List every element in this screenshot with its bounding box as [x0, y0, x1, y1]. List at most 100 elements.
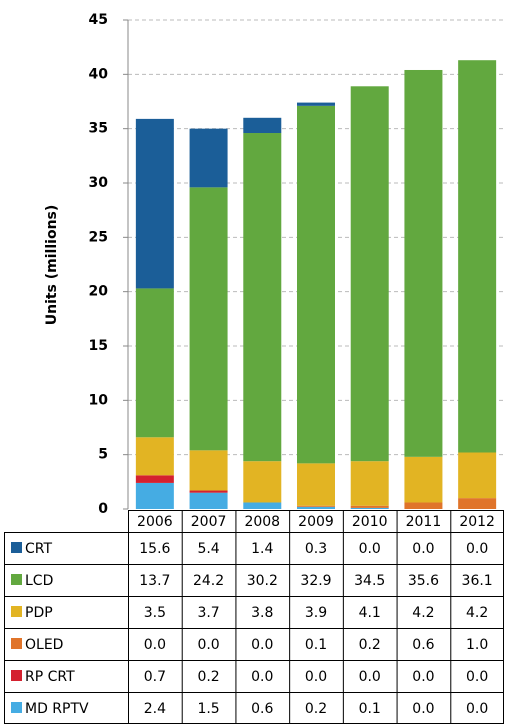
table-cell: 4.1: [359, 605, 381, 621]
bar-segment: [135, 288, 174, 438]
x-tick-label: 2006: [137, 514, 173, 530]
table-cell: 1.0: [466, 637, 488, 653]
bar-segment: [135, 482, 174, 509]
table-cell: 0.2: [197, 669, 219, 685]
table-cell: 3.7: [197, 605, 219, 621]
legend-label: PDP: [25, 605, 53, 621]
table-cell: 0.0: [251, 669, 273, 685]
bar-segment: [350, 86, 389, 462]
table-cell: 3.9: [305, 605, 327, 621]
bar-segment: [297, 506, 335, 509]
table-cell: 24.2: [193, 573, 224, 589]
legend-swatch: [11, 542, 22, 553]
bar-segment: [350, 505, 389, 508]
y-tick-label: 40: [89, 66, 109, 82]
legend-label: CRT: [25, 541, 52, 557]
table-cell: 34.5: [354, 573, 385, 589]
table-cell: 4.2: [466, 605, 488, 621]
x-tick-label: 2010: [352, 514, 388, 530]
table-cell: 0.0: [466, 701, 488, 717]
bar-segment: [458, 498, 497, 509]
table-cell: 0.0: [466, 541, 488, 557]
table-cell: 3.5: [144, 605, 166, 621]
table-cell: 0.6: [251, 701, 273, 717]
table-cell: 0.2: [305, 701, 327, 717]
bar-segment: [350, 507, 389, 509]
table-cell: 4.2: [412, 605, 434, 621]
y-tick-label: 0: [98, 501, 108, 517]
table-cell: 0.0: [251, 637, 273, 653]
legend-swatch: [11, 670, 22, 681]
bar-segment: [135, 118, 174, 289]
x-tick-label: 2011: [406, 514, 442, 530]
bar-segment: [458, 60, 497, 453]
table-cell: 2.4: [144, 701, 166, 717]
table-cell: 5.4: [197, 541, 219, 557]
bar-segment: [189, 128, 228, 188]
y-tick-label: 5: [98, 447, 108, 463]
bar-segment: [404, 69, 443, 457]
legend-swatch: [11, 606, 22, 617]
y-axis-label: Units (millions): [44, 205, 60, 326]
y-tick-label: 15: [89, 338, 108, 354]
bar-segment: [404, 456, 443, 503]
table-cell: 1.4: [251, 541, 273, 557]
table-cell: 1.5: [197, 701, 219, 717]
table-cell: 0.2: [359, 637, 381, 653]
table-cell: 32.9: [300, 573, 331, 589]
bar-segment: [243, 133, 282, 462]
table-cell: 0.0: [359, 669, 381, 685]
legend-label: MD RPTV: [25, 701, 89, 717]
table-cell: 0.0: [412, 701, 434, 717]
bar-segment: [243, 502, 282, 509]
table-cell: 0.0: [359, 541, 381, 557]
legend-label: OLED: [25, 637, 63, 653]
bar-segment: [135, 437, 174, 476]
bar-segment: [135, 475, 174, 483]
bar-segment: [404, 502, 443, 509]
bar-segment: [189, 490, 228, 493]
table-cell: 0.0: [412, 541, 434, 557]
table-cell: 0.0: [197, 637, 219, 653]
bar-segment: [297, 505, 335, 507]
legend-label: RP CRT: [25, 669, 75, 685]
y-tick-label: 10: [89, 392, 109, 408]
y-tick-label: 45: [89, 12, 108, 28]
table-cell: 13.7: [139, 573, 170, 589]
legend-swatch: [11, 702, 22, 713]
x-tick-label: 2007: [191, 514, 227, 530]
table-cell: 0.0: [412, 669, 434, 685]
x-tick-label: 2009: [298, 514, 334, 530]
bar-segment: [297, 102, 335, 106]
table-cell: 30.2: [247, 573, 278, 589]
table-cell: 0.0: [144, 637, 166, 653]
table-cell: 0.3: [305, 541, 327, 557]
bar-segment: [297, 105, 335, 464]
bar-segment: [243, 461, 282, 503]
legend-swatch: [11, 638, 22, 649]
bar-segment: [297, 463, 335, 506]
table-cell: 0.7: [144, 669, 166, 685]
table-cell: 0.1: [305, 637, 327, 653]
y-tick-label: 20: [89, 284, 109, 300]
table-cell: 0.1: [359, 701, 381, 717]
table-cell: 15.6: [139, 541, 170, 557]
bar-segment: [189, 187, 228, 451]
legend-swatch: [11, 574, 22, 585]
y-tick-label: 35: [89, 121, 108, 137]
bar-segment: [189, 450, 228, 491]
table-cell: 0.0: [466, 669, 488, 685]
bar-segment: [350, 461, 389, 506]
bar-segment: [458, 452, 497, 499]
y-tick-label: 25: [89, 229, 108, 245]
table-cell: 3.8: [251, 605, 273, 621]
table-cell: 0.6: [412, 637, 434, 653]
y-tick-label: 30: [89, 175, 109, 191]
bar-segment: [243, 117, 282, 134]
bar-segment: [189, 492, 228, 509]
table-cell: 0.0: [305, 669, 327, 685]
table-cell: 36.1: [462, 573, 493, 589]
legend-label: LCD: [25, 573, 53, 589]
table-cell: 35.6: [408, 573, 439, 589]
